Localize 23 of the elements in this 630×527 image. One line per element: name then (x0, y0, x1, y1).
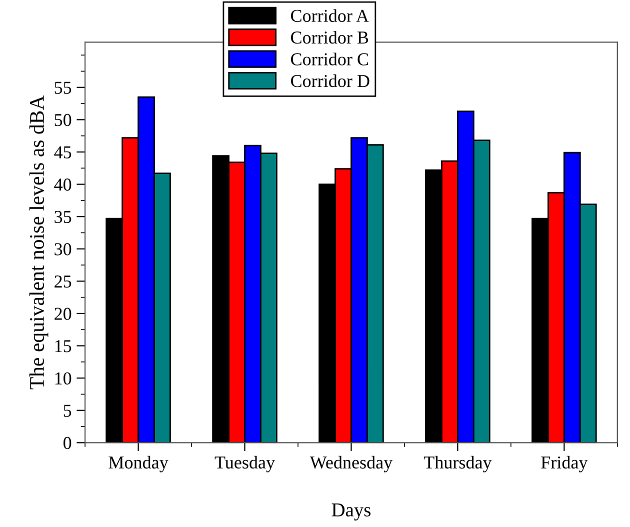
y-tick-label: 0 (64, 436, 72, 450)
y-tick-label: 50 (54, 114, 72, 126)
x-tick-label: Monday (108, 456, 168, 472)
legend-label: Corridor B (291, 30, 368, 44)
y-tick-label: 30 (54, 243, 72, 256)
y-tick-label: 20 (54, 308, 72, 320)
y-tick-label: 55 (54, 82, 72, 94)
legend-label: Corridor C (291, 52, 368, 66)
x-tick-label: Wednesday (310, 456, 393, 472)
y-tick-label: 35 (54, 210, 72, 224)
x-tick-label: Friday (541, 456, 588, 472)
y-tick-label: 45 (54, 146, 72, 158)
legend-label: Corridor A (291, 9, 369, 22)
y-tick-label: 5 (64, 404, 72, 417)
legend-label: Corridor D (291, 74, 370, 88)
x-tick-label: Thursday (424, 456, 492, 472)
y-axis-title: The equivalent noise levels as dBA (29, 95, 48, 390)
y-tick-label: 10 (55, 372, 72, 385)
y-tick-label: 40 (54, 178, 72, 191)
y-tick-label: 25 (54, 275, 72, 288)
y-tick-label: 15 (55, 340, 72, 352)
x-axis-title: Days (332, 504, 370, 520)
x-tick-label: Tuesday (214, 456, 275, 472)
